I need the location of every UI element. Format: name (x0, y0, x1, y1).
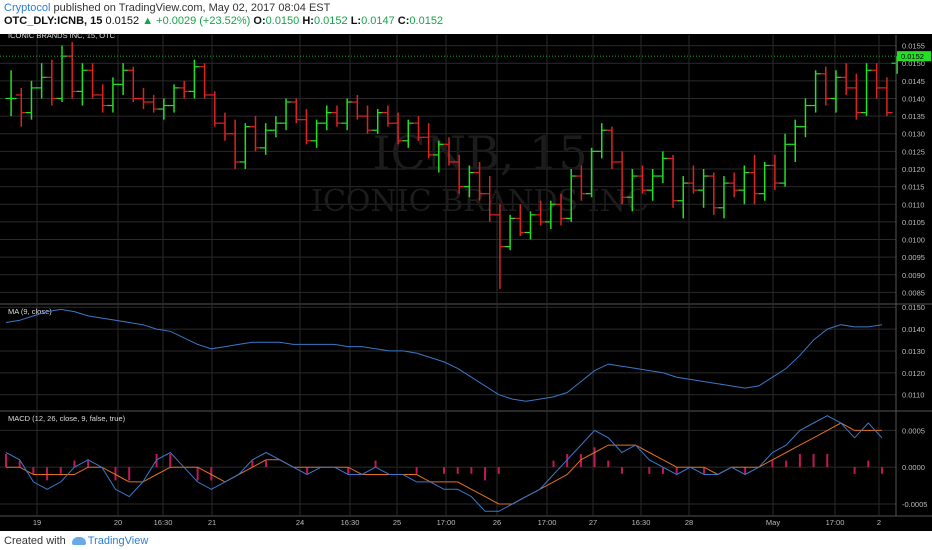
symbol-label: OTC_DLY:ICNB, 15 (4, 15, 103, 27)
x-axis-label: 21 (208, 518, 216, 527)
price-axis-tick: 0.0095 (902, 253, 925, 262)
x-axis-label: 2 (877, 518, 881, 527)
footer: Created with TradingView (4, 535, 148, 547)
last-price: 0.0152 (105, 15, 140, 27)
price-axis-tick: 0.0135 (902, 112, 925, 121)
open-value: 0.0150 (265, 15, 300, 27)
change-value: ▲ +0.0029 (+23.52%) (142, 15, 251, 27)
high-value: 0.0152 (313, 15, 348, 27)
x-axis-label: 24 (296, 518, 304, 527)
chart-area[interactable]: 0.0155 0.0150 0.0145 0.0140 0.0135 0.0130 0.01… (0, 29, 932, 531)
price-axis-tick: 0.0155 (902, 42, 925, 51)
last-price-tag-label: 0.0152 (901, 52, 924, 61)
x-axis-label: 28 (685, 518, 693, 527)
macd-axis-tick: -0.0005 (902, 500, 927, 509)
x-axis-label: 16:30 (154, 518, 173, 527)
ma-axis-tick: 0.0120 (902, 369, 925, 378)
macd-signal-line (6, 422, 882, 505)
macd-axis-tick: 0.0005 (902, 426, 925, 435)
ohlc-summary: OTC_DLY:ICNB, 15 0.0152 ▲ +0.0029 (+23.5… (4, 15, 443, 27)
x-axis-label: 20 (114, 518, 122, 527)
price-axis-tick: 0.0110 (902, 200, 924, 209)
x-axis-label: 16:30 (632, 518, 651, 527)
x-axis-label: 17:00 (437, 518, 456, 527)
low-label: L: (350, 15, 362, 27)
price-axis-tick: 0.0125 (902, 147, 925, 156)
published-text: published on TradingView.com, May 02, 20… (53, 2, 331, 14)
created-with-text: Created with (4, 535, 66, 547)
tradingview-logo-icon (71, 537, 86, 546)
price-axis-tick: 0.0090 (902, 271, 925, 280)
price-axis-tick: 0.0115 (902, 183, 924, 192)
x-axis-label: May (766, 518, 780, 527)
last-price-tag (897, 51, 931, 62)
price-pane-title: ICONIC BRANDS INC, 15, OTC (8, 31, 116, 40)
x-axis-label: 19 (33, 518, 41, 527)
x-axis-label: 25 (393, 518, 401, 527)
x-axis-label: 17:00 (538, 518, 557, 527)
ma-axis-tick: 0.0110 (902, 391, 924, 400)
price-axis-tick: 0.0140 (902, 94, 925, 103)
tradingview-brand[interactable]: TradingView (87, 535, 149, 547)
price-axis-tick: 0.0085 (902, 288, 925, 297)
low-value: 0.0147 (361, 15, 395, 27)
price-axis-tick: 0.0130 (902, 130, 925, 139)
publish-info: Cryptocol published on TradingView.com, … (4, 2, 330, 14)
ma-axis-tick: 0.0150 (902, 303, 925, 312)
price-axis-tick: 0.0100 (902, 236, 925, 245)
ma-axis-tick: 0.0140 (902, 325, 925, 334)
x-axis-label: 16:30 (341, 518, 360, 527)
close-value: 0.0152 (409, 15, 444, 27)
open-label: O: (253, 15, 266, 27)
price-axis-tick: 0.0150 (902, 59, 925, 68)
price-axis-tick: 0.0145 (902, 77, 925, 86)
close-label: C: (397, 15, 410, 27)
high-label: H: (302, 15, 314, 27)
ma-pane-title: MA (9, close) (8, 307, 52, 316)
x-axis-label: 17:00 (826, 518, 845, 527)
macd-axis-tick: 0.0000 (902, 463, 925, 472)
author-link[interactable]: Cryptocol (4, 2, 51, 14)
chart-background (0, 34, 932, 531)
x-axis-label: 27 (589, 518, 597, 527)
macd-line (5, 415, 883, 512)
macd-pane-title: MACD (12, 26, close, 9, false, true) (8, 414, 126, 423)
ma-line (5, 308, 883, 402)
price-axis-tick: 0.0120 (902, 165, 925, 174)
x-axis-label: 26 (493, 518, 501, 527)
price-axis-tick: 0.0105 (902, 218, 925, 227)
ma-axis-tick: 0.0130 (902, 347, 925, 356)
